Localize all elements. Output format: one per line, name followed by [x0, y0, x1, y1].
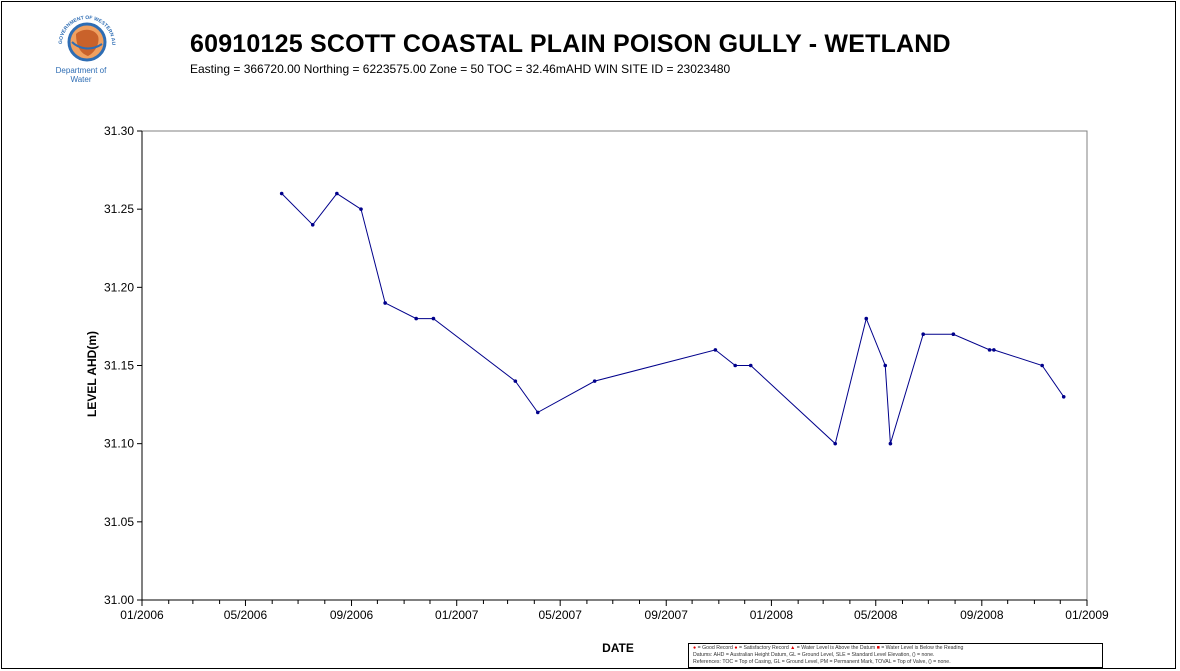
logo-line-1: Department of: [55, 66, 107, 75]
legend-datums: Datums: AHD = Australian Height Datum, G…: [693, 652, 935, 658]
y-axis-ticks: 31.00 31.05 31.10 31.15 31.20 31.25 31.30: [104, 124, 142, 607]
series-line: [281, 192, 1065, 445]
x-tick-label: 09/2008: [960, 608, 1004, 622]
legend-good: = Good Record: [697, 645, 733, 651]
legend-box: ● = Good Record ● = Satisfactory Record …: [688, 643, 1103, 668]
y-tick-label: 31.05: [104, 515, 134, 529]
data-point: [833, 441, 838, 446]
x-tick-label: 05/2006: [224, 608, 268, 622]
y-tick-label: 31.25: [104, 202, 134, 216]
data-point: [713, 348, 718, 352]
below-reading-marker: ■: [876, 645, 880, 651]
satisfactory-record-marker: ●: [734, 645, 738, 651]
y-tick-label: 31.00: [104, 593, 134, 607]
legend-satisfactory: = Satisfactory Record: [738, 645, 789, 651]
data-point: [987, 348, 992, 352]
y-axis-label: LEVEL AHD(m): [85, 331, 99, 417]
page-title: 60910125 SCOTT COASTAL PLAIN POISON GULL…: [190, 30, 951, 58]
y-tick-label: 31.10: [104, 437, 134, 451]
legend-below: = Water Level is Below the Reading: [881, 645, 964, 651]
x-tick-label: 09/2007: [645, 608, 689, 622]
data-point: [883, 363, 888, 368]
data-point: [383, 301, 387, 305]
legend-references: References: TOC = Top of Casing, GL = Gr…: [693, 659, 951, 665]
data-point: [335, 191, 339, 196]
data-point: [279, 191, 284, 196]
y-tick-label: 31.20: [104, 280, 134, 294]
x-tick-label: 01/2009: [1065, 608, 1109, 622]
data-point: [921, 332, 925, 337]
legend-above: = Water Level is Above the Datum: [796, 645, 876, 651]
x-axis-label: DATE: [602, 641, 634, 655]
x-tick-label: 01/2006: [120, 608, 164, 622]
x-tick-label: 01/2007: [435, 608, 479, 622]
good-record-marker: ●: [693, 645, 697, 651]
logo-caption: Department of Water: [48, 66, 114, 84]
data-point: [513, 379, 518, 383]
series-group: [279, 191, 1066, 446]
data-point: [992, 348, 996, 352]
plot-area: [141, 130, 1088, 601]
data-point: [733, 363, 738, 368]
data-point: [414, 316, 418, 321]
x-axis-ticks: 01/2006 05/2006 09/2006 01/2007 05/2007 09/20…: [120, 600, 1109, 622]
data-point: [864, 316, 869, 321]
data-point: [310, 223, 315, 227]
data-point: [359, 207, 363, 211]
data-point: [592, 379, 597, 383]
axes: [141, 130, 1088, 601]
y-tick-label: 31.15: [104, 359, 134, 373]
data-point: [1061, 394, 1066, 399]
site-details: Easting = 366720.00 Northing = 6223575.0…: [190, 62, 731, 76]
department-of-water-logo: GOVERNMENT OF WESTERN AUSTRALIA: [50, 8, 116, 62]
data-point: [535, 410, 540, 415]
data-point: [748, 363, 753, 368]
data-point: [951, 332, 956, 337]
data-point: [1040, 363, 1044, 368]
x-tick-label: 05/2007: [538, 608, 582, 622]
logo-line-2: Water: [70, 75, 92, 84]
data-point: [888, 441, 893, 446]
x-tick-label: 09/2006: [330, 608, 374, 622]
above-datum-marker: ▲: [790, 645, 796, 651]
x-tick-label: 05/2008: [854, 608, 898, 622]
y-tick-label: 31.30: [104, 124, 134, 138]
x-tick-label: 01/2008: [750, 608, 794, 622]
data-point: [431, 316, 436, 321]
